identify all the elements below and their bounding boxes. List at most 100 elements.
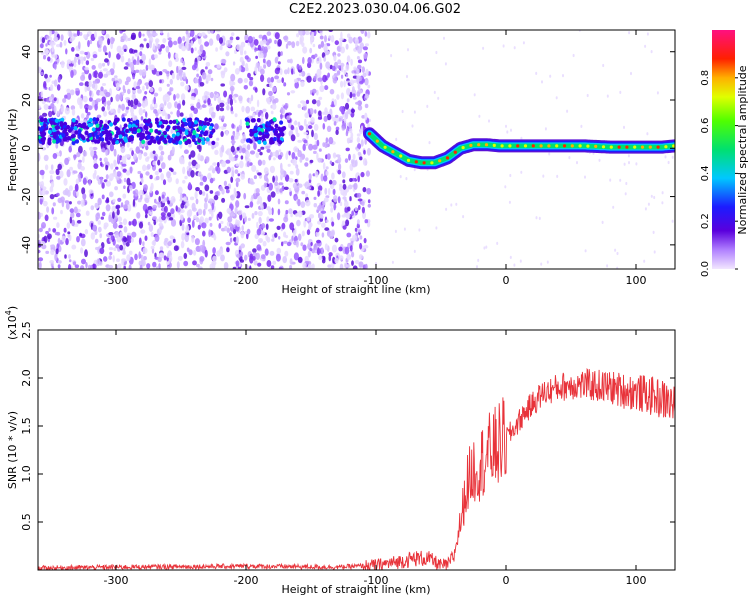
- noise-speckle: [249, 181, 255, 185]
- band-point: [163, 130, 167, 136]
- ridge-peak: [648, 145, 652, 149]
- noise-speckle: [260, 117, 264, 123]
- noise-speckle: [653, 250, 656, 254]
- noise-speckle: [233, 187, 236, 194]
- noise-speckle: [333, 203, 337, 211]
- spectrogram-y-tick-label: 0: [20, 145, 33, 152]
- noise-speckle: [279, 68, 283, 75]
- noise-speckle: [191, 235, 195, 243]
- noise-speckle: [478, 114, 481, 118]
- noise-speckle: [234, 169, 239, 174]
- noise-speckle: [67, 231, 71, 235]
- noise-speckle: [275, 175, 278, 182]
- colorbar-label: Normalized spectral amplitude: [736, 65, 749, 234]
- noise-speckle: [297, 139, 303, 143]
- noise-speckle: [101, 83, 107, 86]
- noise-speckle: [225, 149, 230, 155]
- colorbar: 0.00.20.40.60.8 Normalized spectral ampl…: [700, 30, 749, 277]
- noise-speckle: [149, 40, 153, 49]
- noise-speckle: [182, 179, 186, 184]
- noise-speckle: [318, 44, 322, 49]
- noise-speckle: [75, 53, 80, 57]
- noise-speckle: [313, 132, 318, 141]
- noise-speckle: [272, 151, 276, 157]
- band-point: [205, 137, 210, 142]
- noise-speckle: [363, 52, 368, 60]
- noise-speckle: [173, 245, 179, 252]
- noise-speckle: [220, 83, 225, 87]
- noise-speckle: [216, 33, 221, 41]
- noise-speckle: [279, 188, 283, 193]
- snr-x-tick-label: 0: [503, 574, 510, 587]
- noise-speckle: [257, 262, 262, 267]
- noise-speckle: [349, 178, 353, 182]
- noise-speckle: [183, 73, 186, 79]
- noise-speckle: [353, 182, 358, 190]
- noise-speckle: [555, 96, 558, 100]
- noise-speckle: [214, 91, 218, 95]
- noise-speckle: [290, 134, 296, 142]
- noise-speckle: [193, 249, 197, 256]
- noise-speckle: [255, 192, 260, 197]
- noise-speckle: [90, 232, 96, 240]
- noise-speckle: [145, 111, 148, 118]
- snr-y-scale-label: (x104): [4, 306, 19, 340]
- noise-speckle: [209, 263, 214, 269]
- noise-speckle: [234, 68, 240, 75]
- band-point: [274, 129, 279, 135]
- noise-speckle: [139, 51, 143, 57]
- noise-speckle: [57, 264, 61, 269]
- noise-speckle: [293, 252, 299, 261]
- ridge-peak: [656, 145, 660, 149]
- noise-speckle: [355, 101, 360, 105]
- noise-speckle: [73, 206, 78, 214]
- noise-speckle: [295, 126, 299, 135]
- band-point: [184, 130, 189, 136]
- noise-speckle: [106, 100, 111, 106]
- noise-speckle: [310, 117, 315, 123]
- noise-speckle: [78, 159, 82, 163]
- noise-speckle: [140, 229, 146, 234]
- noise-speckle: [40, 71, 44, 76]
- noise-speckle: [135, 69, 140, 74]
- noise-speckle: [584, 249, 587, 253]
- noise-speckle: [120, 161, 123, 165]
- spectrogram-y-axis-label: Frequency (Hz): [6, 109, 19, 192]
- noise-speckle: [237, 209, 243, 216]
- band-point: [141, 139, 146, 145]
- noise-speckle: [311, 32, 315, 36]
- noise-speckle: [359, 129, 363, 135]
- band-point: [182, 117, 187, 123]
- noise-speckle: [266, 148, 271, 153]
- noise-speckle: [50, 84, 54, 92]
- noise-speckle: [205, 193, 209, 201]
- noise-speckle: [127, 58, 131, 64]
- noise-speckle: [314, 109, 317, 114]
- noise-speckle: [57, 75, 61, 83]
- band-point: [81, 136, 86, 141]
- noise-speckle: [361, 201, 365, 206]
- noise-speckle: [316, 152, 319, 161]
- noise-speckle: [125, 241, 130, 247]
- noise-speckle: [322, 257, 326, 261]
- noise-speckle: [395, 137, 398, 141]
- noise-speckle: [246, 228, 251, 235]
- noise-speckle: [260, 74, 265, 82]
- noise-speckle: [131, 231, 137, 238]
- noise-speckle: [314, 171, 319, 178]
- noise-speckle: [332, 77, 338, 84]
- noise-speckle: [363, 237, 367, 244]
- noise-speckle: [358, 261, 364, 268]
- noise-speckle: [154, 198, 157, 204]
- noise-speckle: [295, 213, 299, 217]
- noise-speckle: [496, 241, 499, 245]
- noise-speckle: [232, 95, 236, 101]
- noise-speckle: [182, 166, 186, 175]
- band-point: [104, 129, 109, 134]
- noise-speckle: [201, 104, 207, 108]
- noise-speckle: [171, 146, 175, 154]
- noise-speckle: [606, 94, 609, 98]
- noise-speckle: [111, 77, 116, 82]
- noise-speckle: [152, 150, 156, 155]
- noise-speckle: [609, 178, 612, 182]
